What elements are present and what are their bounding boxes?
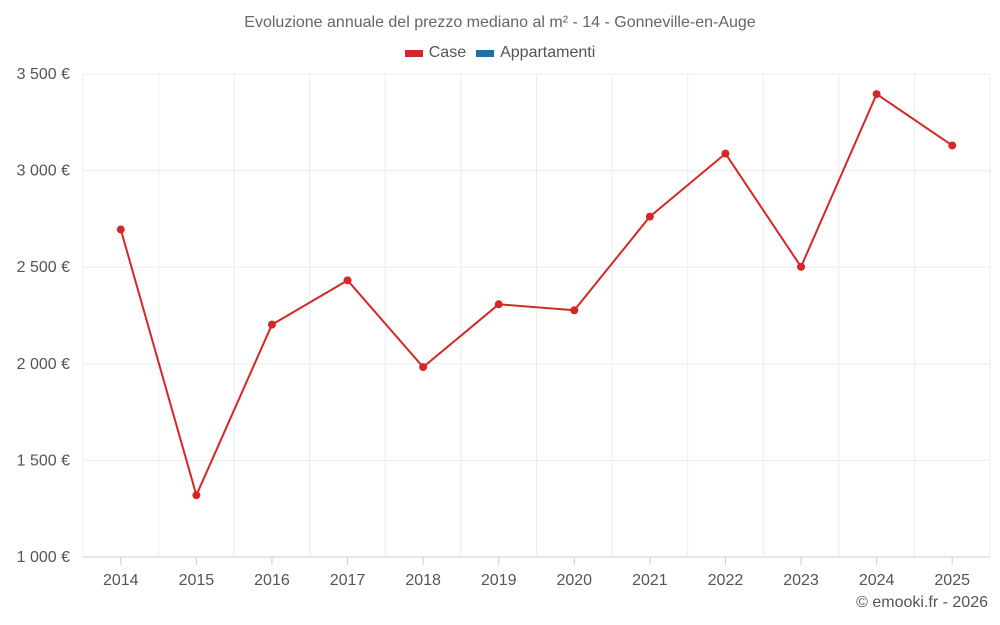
series-line-case [119,93,953,497]
x-axis: 2014 2015 2016 2017 2018 2019 2020 2021 2022 2023… [103,557,970,589]
data-point [494,300,503,309]
x-tick-label: 2025 [934,572,970,589]
legend-swatch-appartamenti [476,49,495,57]
x-tick-label: 2018 [405,572,441,589]
x-tick-label: 2024 [859,572,895,589]
x-tick-label: 2016 [254,572,290,589]
x-tick-label: 2023 [783,572,819,589]
y-tick-label: 2 500 € [17,259,70,276]
grid-lines [82,73,991,558]
y-tick-label: 2 000 € [17,356,70,373]
legend-label-appartamenti: Appartamenti [500,44,596,61]
data-point [267,320,276,329]
data-point [419,363,428,372]
data-point [948,141,957,150]
y-tick-label: 3 500 € [17,66,70,83]
legend-item-appartamenti[interactable]: Appartamenti [476,44,595,62]
x-tick-label: 2019 [481,572,517,589]
x-tick-label: 2014 [103,572,139,589]
data-point [645,212,654,221]
y-tick-label: 1 500 € [17,452,70,469]
data-point [192,491,201,500]
legend-swatch-case [404,49,423,57]
legend-label-case: Case [428,44,467,61]
chart-title: Evoluzione annuale del prezzo mediano al… [244,14,756,31]
x-tick-label: 2020 [556,572,592,589]
y-tick-label: 1 000 € [17,549,70,566]
legend-item-case[interactable]: Case [404,44,467,62]
chart-legend: Case Appartamenti [0,44,1000,62]
credit-text: © emooki.fr - 2026 [856,594,988,611]
data-point [797,262,806,271]
data-point [116,225,125,234]
x-tick-label: 2022 [708,572,744,589]
series-group [116,90,957,500]
x-tick-label: 2017 [330,572,366,589]
data-point [872,90,881,99]
x-tick-label: 2015 [179,572,215,589]
data-point [721,149,730,158]
y-tick-label: 3 000 € [17,163,70,180]
x-tick-label: 2021 [632,572,668,589]
y-axis: 1 000 € 1 500 € 2 000 € 2 500 € 3 000 € 3 500… [17,66,70,566]
data-point [343,276,352,285]
data-point [570,306,579,315]
